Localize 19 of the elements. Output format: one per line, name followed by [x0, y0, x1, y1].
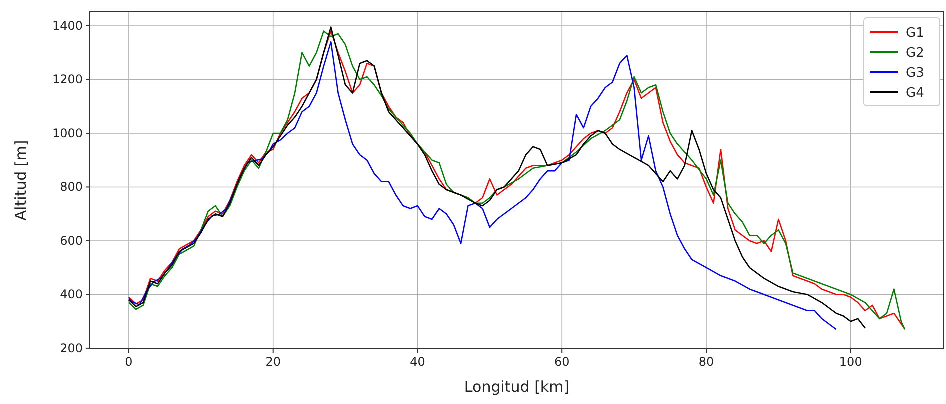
y-tick-label: 1400 [52, 18, 83, 33]
x-tick-label: 40 [410, 355, 426, 369]
x-axis-title: Longitud [km] [464, 378, 570, 396]
x-tick-label: 60 [554, 355, 570, 369]
legend-label: G3 [906, 66, 924, 81]
y-tick-label: 600 [60, 234, 83, 248]
y-tick-label: 200 [60, 341, 83, 356]
x-tick-label: 20 [266, 355, 281, 369]
legend-label: G4 [906, 86, 924, 101]
x-tick-label: 100 [839, 355, 862, 369]
legend-label: G2 [906, 46, 924, 61]
y-tick-label: 1000 [52, 126, 83, 140]
y-axis-title: Altitud [m] [12, 140, 30, 221]
y-tick-label: 1200 [52, 72, 83, 87]
x-tick-label: 80 [698, 355, 714, 369]
x-tick-label: 0 [125, 355, 133, 369]
y-tick-label: 400 [60, 288, 83, 302]
y-tick-label: 800 [60, 180, 83, 194]
legend-label: G1 [906, 26, 924, 41]
